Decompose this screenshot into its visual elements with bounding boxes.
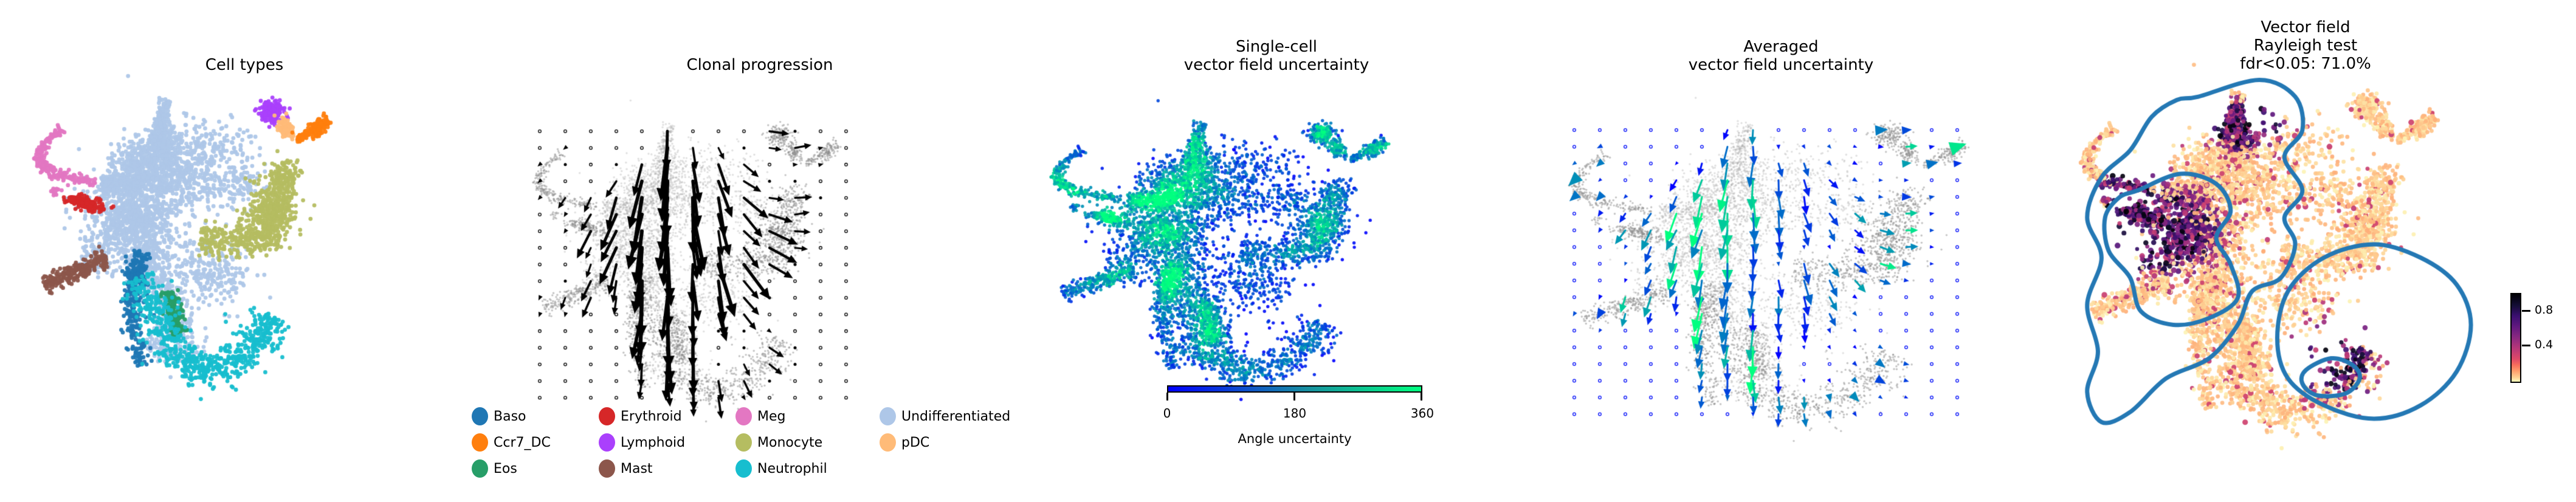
legend-label: pDC — [901, 435, 930, 450]
legend-swatch-undifferentiated — [880, 407, 896, 425]
legend-label: Neutrophil — [757, 461, 827, 476]
colorbar-tick — [1293, 393, 1295, 401]
legend-item-undifferentiated: Undifferentiated — [880, 406, 1010, 427]
legend-swatch-mast — [599, 459, 615, 478]
colorbar-tick-label-180: 180 — [1283, 406, 1307, 421]
legend-item-lymphoid: Lymphoid — [599, 432, 685, 453]
angle-uncertainty-colorbar-label: Angle uncertainty — [1238, 432, 1352, 446]
panel-title-single-cell-uncertainty: Single-cell vector field uncertainty — [1183, 38, 1369, 74]
legend-swatch-lymphoid — [599, 433, 615, 452]
legend-label: Baso — [494, 408, 526, 424]
legend-label: Mast — [621, 461, 653, 476]
legend-item-meg: Meg — [735, 406, 785, 427]
legend-label: Lymphoid — [621, 435, 686, 450]
legend-label: Meg — [757, 408, 786, 424]
legend-item-eos: Eos — [472, 458, 517, 479]
angle-uncertainty-colorbar — [1167, 385, 1422, 393]
legend-label: Ccr7_DC — [494, 435, 551, 450]
legend-label: Undifferentiated — [901, 408, 1011, 424]
panel-title-rayleigh-test: Vector field Rayleigh test fdr<0.05: 71.… — [2240, 18, 2371, 73]
legend-swatch-eos — [472, 459, 488, 478]
rayleigh-tick-label-08: 0.8 — [2535, 303, 2554, 317]
colorbar-tick-label-0: 0 — [1163, 406, 1171, 421]
legend-swatch-monocyte — [735, 433, 752, 452]
panel-title-clonal-progression: Clonal progression — [686, 56, 833, 74]
legend-label: Eos — [494, 461, 517, 476]
legend-swatch-meg — [735, 407, 752, 425]
legend-item-baso: Baso — [472, 406, 526, 427]
legend-label: Monocyte — [757, 435, 823, 450]
legend-swatch-ccr7_dc — [472, 433, 488, 452]
legend-item-ccr7_dc: Ccr7_DC — [472, 432, 551, 453]
panel-title-averaged-uncertainty: Averaged vector field uncertainty — [1688, 38, 1874, 74]
rayleigh-tick-label-04: 0.4 — [2535, 338, 2554, 351]
legend-swatch-baso — [472, 407, 488, 425]
panel-title-cell-types: Cell types — [205, 56, 284, 74]
colorbar-tick — [1421, 393, 1422, 401]
legend-item-monocyte: Monocyte — [735, 432, 822, 453]
legend-item-pdc: pDC — [880, 432, 929, 453]
legend-swatch-pdc — [880, 433, 896, 452]
legend-item-neutrophil: Neutrophil — [735, 458, 827, 479]
rayleigh-colorbar — [2510, 293, 2521, 383]
legend-label: Erythroid — [621, 408, 682, 424]
legend-item-mast: Mast — [599, 458, 653, 479]
legend-item-erythroid: Erythroid — [599, 406, 682, 427]
colorbar-tick — [2522, 310, 2530, 312]
colorbar-tick — [1166, 393, 1168, 401]
colorbar-tick — [2522, 345, 2530, 346]
legend-swatch-erythroid — [599, 407, 615, 425]
legend-swatch-neutrophil — [735, 459, 752, 478]
colorbar-tick-label-360: 360 — [1410, 406, 1434, 421]
